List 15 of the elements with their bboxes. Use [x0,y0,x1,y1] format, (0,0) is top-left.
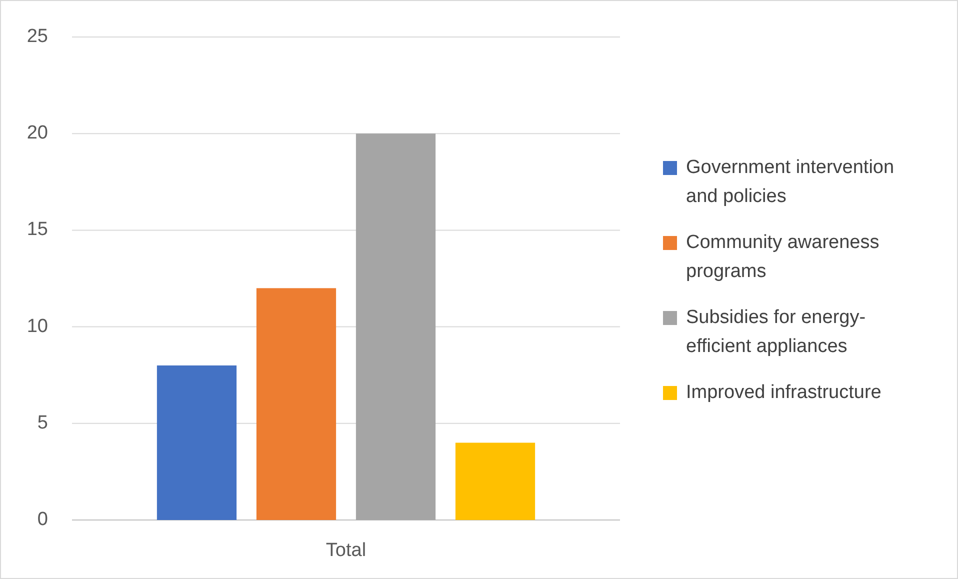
y-tick-label: 25 [26,26,48,48]
legend-label: Improved infrastructure [686,382,882,404]
y-tick-label: 5 [37,412,48,434]
y-tick-label: 20 [26,122,48,144]
y-tick-label: 15 [26,219,48,240]
bar [356,134,436,520]
bar [256,288,336,520]
legend-label: Government intervention and policies [686,157,894,208]
legend-label: Community awareness programs [686,232,880,282]
legend-label: Subsidies for energy-efficient appliances [686,307,866,358]
bar [156,365,237,520]
x-tick-label: Total [326,540,366,562]
y-tick-label: 10 [26,316,48,337]
bar [455,442,536,520]
y-tick-label: 0 [37,509,48,530]
